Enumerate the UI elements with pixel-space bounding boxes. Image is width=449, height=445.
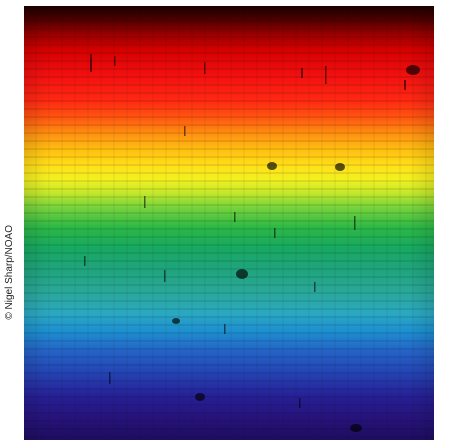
photo-credit: © Nigel Sharp/NOAO	[4, 225, 15, 320]
solar-spectrum-image	[24, 6, 434, 440]
absorption-lines-overlay	[84, 54, 420, 432]
